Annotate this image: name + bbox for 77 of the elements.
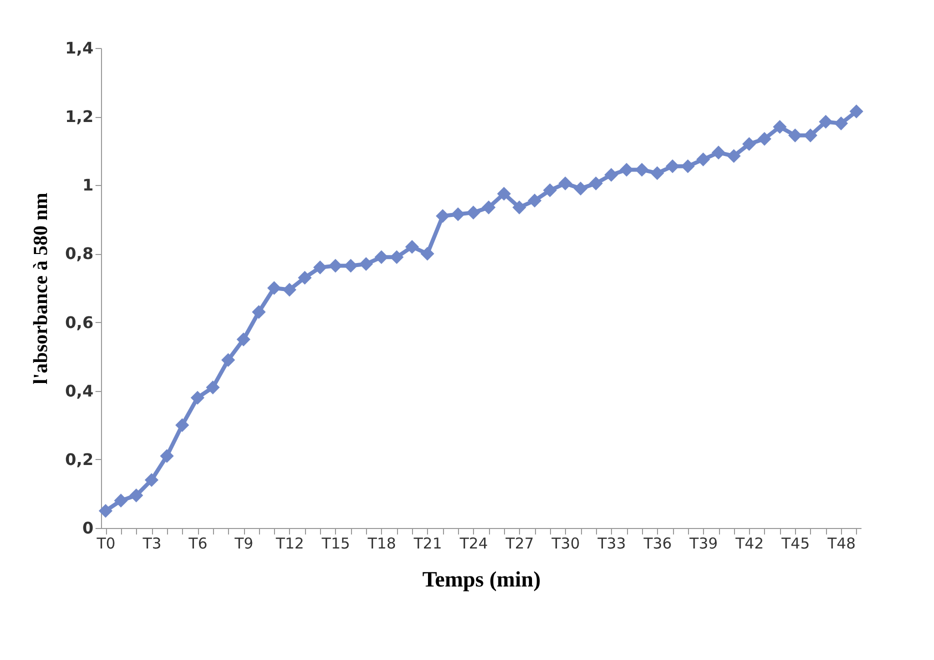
- x-tick-label: T48: [826, 534, 856, 552]
- x-tick-label: T0: [96, 534, 116, 552]
- point: [528, 194, 542, 208]
- point: [634, 162, 649, 177]
- point: [758, 132, 772, 146]
- point: [267, 281, 282, 295]
- y-axis-title: l'absorbance à 580 nm: [30, 192, 52, 384]
- point: [834, 116, 848, 130]
- x-tick-label: T42: [734, 534, 764, 552]
- point: [512, 200, 526, 214]
- point: [451, 207, 465, 222]
- x-tick-label: T18: [366, 534, 396, 552]
- y-tick-label: 0,6: [65, 312, 94, 332]
- point: [742, 137, 756, 151]
- point: [344, 258, 358, 273]
- point: [850, 104, 864, 118]
- point: [772, 120, 787, 134]
- x-axis-title: Temps (min): [422, 566, 541, 592]
- point: [405, 240, 419, 254]
- x-tick-label: T27: [504, 534, 534, 552]
- x-tick-label: T3: [142, 534, 162, 552]
- point: [436, 209, 450, 223]
- point: [788, 128, 802, 142]
- point: [650, 166, 664, 180]
- point: [190, 390, 204, 405]
- x-tick-label: T36: [642, 534, 672, 552]
- point: [558, 176, 572, 190]
- x-tick-label: T9: [234, 534, 254, 552]
- point: [313, 260, 328, 274]
- point: [680, 159, 695, 174]
- point: [574, 182, 588, 196]
- point: [114, 494, 128, 508]
- point: [390, 250, 404, 264]
- point: [98, 504, 112, 518]
- y-tick-label: 1,2: [65, 107, 94, 126]
- point: [666, 159, 680, 174]
- point: [543, 183, 557, 198]
- point: [620, 162, 634, 177]
- point: [497, 186, 511, 201]
- point: [236, 332, 250, 346]
- x-tick-label: T33: [596, 534, 626, 552]
- y-tick-label: 1: [82, 176, 94, 195]
- point: [726, 149, 741, 163]
- y-tick-label: 0,4: [65, 381, 94, 400]
- point: [466, 206, 480, 220]
- point: [589, 176, 603, 190]
- point: [818, 114, 833, 129]
- point: [359, 257, 373, 271]
- x-tick-label: T24: [458, 534, 488, 552]
- y-tick-label: 1,4: [65, 38, 94, 58]
- x-tick-label: T30: [550, 534, 580, 552]
- point: [206, 380, 220, 394]
- point: [282, 282, 296, 297]
- x-tick-label: T21: [412, 534, 442, 552]
- point: [252, 305, 266, 319]
- point: [298, 270, 312, 285]
- y-tick-label: 0: [82, 518, 94, 538]
- x-tick-label: T15: [320, 534, 350, 552]
- point: [221, 353, 236, 367]
- point: [604, 168, 618, 182]
- point: [420, 246, 434, 261]
- point: [712, 146, 726, 160]
- point: [129, 488, 144, 502]
- y-tick-label: 0,2: [65, 450, 94, 469]
- point: [144, 473, 158, 487]
- point: [696, 152, 710, 166]
- y-tick-label: 0,8: [65, 244, 94, 264]
- point: [804, 128, 818, 142]
- x-tick-label: T12: [274, 534, 304, 552]
- point: [374, 250, 388, 264]
- point: [482, 200, 496, 214]
- point: [160, 449, 174, 463]
- point: [175, 418, 190, 432]
- point: [328, 258, 342, 273]
- x-tick-label: T45: [780, 534, 810, 552]
- x-tick-label: T6: [188, 534, 208, 552]
- x-tick-label: T39: [688, 534, 718, 552]
